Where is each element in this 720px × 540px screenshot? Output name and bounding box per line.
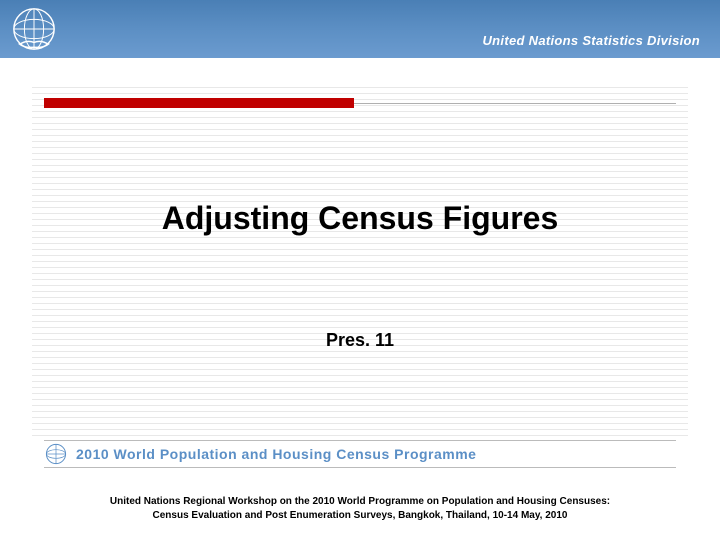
footer-line-1: United Nations Regional Workshop on the …: [20, 495, 700, 509]
un-logo-icon: [10, 5, 58, 53]
footer-text: United Nations Regional Workshop on the …: [20, 495, 700, 522]
header-band: United Nations Statistics Division: [0, 0, 720, 58]
header-org-title: United Nations Statistics Division: [482, 33, 700, 48]
programme-band: 2010 World Population and Housing Census…: [44, 440, 676, 468]
programme-label: 2010 World Population and Housing Census…: [76, 446, 476, 462]
accent-red-bar: [44, 98, 354, 108]
slide-subtitle: Pres. 11: [0, 330, 720, 351]
lined-background: [32, 82, 688, 440]
slide-title: Adjusting Census Figures: [0, 200, 720, 237]
accent-grey-line: [354, 103, 676, 104]
programme-logo-icon: [44, 442, 68, 466]
footer-line-2: Census Evaluation and Post Enumeration S…: [20, 509, 700, 523]
